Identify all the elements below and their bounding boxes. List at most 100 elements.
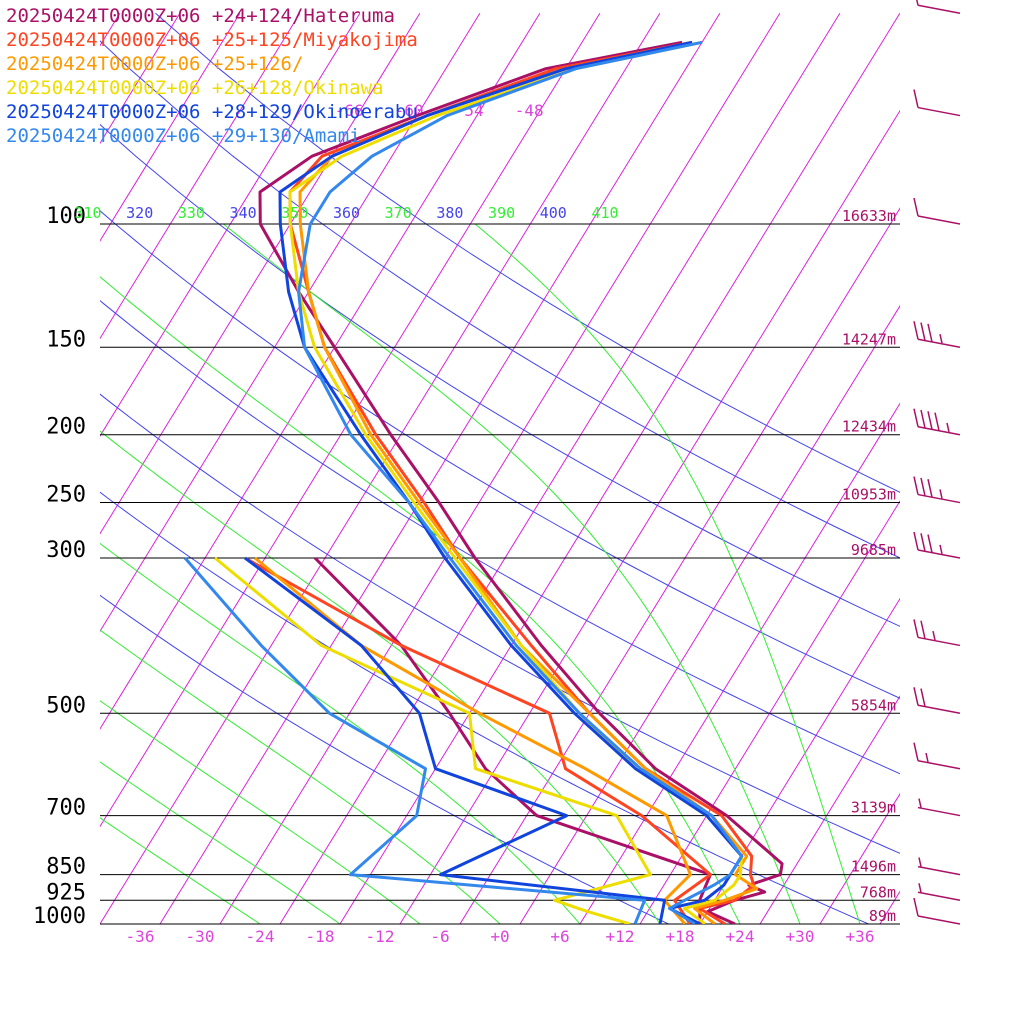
x-tick-label: +18 — [666, 927, 695, 946]
theta-label: 330 — [178, 204, 205, 222]
pressure-label: 100 — [46, 204, 86, 229]
isotherm-line — [159, 13, 721, 924]
height-label: 1496m — [851, 858, 896, 876]
x-tick-label: -18 — [306, 927, 335, 946]
isotherm-line — [100, 13, 361, 437]
x-tick-label: -6 — [430, 927, 449, 946]
temperature-profile-line — [298, 40, 759, 924]
x-tick-label: +30 — [786, 927, 815, 946]
theta-label: 390 — [488, 204, 515, 222]
wind-barb — [917, 883, 961, 902]
isotherm-line — [639, 500, 900, 924]
pressure-label: 850 — [46, 855, 86, 880]
height-label: 768m — [860, 883, 896, 901]
isotherm-line — [100, 13, 121, 47]
legend-item: 20250424T0000Z+06 +24+124/Hateruma — [6, 5, 395, 27]
sounding-series — [183, 40, 784, 924]
dewpoint-profile-line — [183, 557, 647, 924]
moist-adiabat-line — [100, 276, 741, 924]
x-tick-label: -30 — [186, 927, 215, 946]
height-label: 9685m — [851, 541, 896, 559]
pressure-label: 700 — [46, 796, 86, 821]
wind-barb — [913, 687, 961, 715]
x-tick-label: -24 — [246, 927, 275, 946]
temperature-profile-line — [278, 40, 744, 924]
wind-barb — [917, 798, 961, 817]
wind-barb — [917, 857, 961, 876]
temperature-profile-line — [288, 40, 756, 924]
theta-label: 310 — [74, 204, 101, 222]
theta-label: 340 — [230, 204, 257, 222]
legend-item: 20250424T0000Z+06 +25+125/Miyakojima — [6, 29, 418, 51]
isotherm-line — [100, 13, 301, 340]
theta-label: 400 — [540, 204, 567, 222]
isotherm-line — [399, 109, 900, 924]
wind-barb — [913, 476, 961, 504]
wind-barb — [913, 619, 961, 647]
theta-label: 350 — [281, 204, 308, 222]
x-tick-label: +12 — [606, 927, 635, 946]
pressure-label: 500 — [46, 693, 86, 718]
isotherm-line — [100, 13, 541, 730]
dry-adiabat-line — [100, 491, 869, 924]
height-label: 16633m — [842, 207, 896, 225]
wind-barb — [913, 531, 961, 559]
isotherm-line — [100, 13, 181, 145]
dewpoint-profile-line — [244, 556, 667, 924]
dry-adiabat-line — [100, 40, 900, 559]
moist-adiabat-line — [100, 817, 261, 924]
wind-barb — [913, 742, 961, 770]
isotherm-line — [759, 695, 900, 924]
legend-item: 20250424T0000Z+06 +28+129/Okinoerabu — [6, 101, 418, 123]
wind-barb — [916, 0, 961, 15]
dry-adiabat-line — [155, 12, 900, 493]
temperature-profile-line — [297, 40, 744, 924]
isotherm-line — [940, 13, 1024, 924]
wind-barb — [913, 321, 961, 349]
isotherm-line — [699, 597, 900, 924]
isotherm-line — [1000, 13, 1024, 924]
height-label: 5854m — [851, 696, 896, 714]
x-tick-label: -12 — [366, 927, 395, 946]
x-tick-label: +36 — [846, 927, 875, 946]
dewpoint-profile-line — [254, 556, 692, 924]
isotherm-line — [100, 13, 481, 633]
wind-barb — [913, 408, 961, 436]
pressure-label: 1000 — [33, 904, 86, 929]
dewpoint-profile-line — [244, 556, 712, 924]
height-label: 10953m — [842, 486, 896, 504]
x-tick-label: +24 — [726, 927, 755, 946]
pressure-label: 925 — [46, 880, 86, 905]
dry-adiabat-line — [100, 210, 900, 699]
legend: 20250424T0000Z+06 +24+124/Hateruma 202504… — [6, 4, 418, 148]
theta-label: 320 — [126, 204, 153, 222]
dry-adiabat-line — [100, 594, 669, 924]
isotherm-label: -66 — [335, 101, 364, 120]
height-label: 89m — [869, 907, 896, 925]
dry-adiabat-line — [100, 299, 900, 775]
isotherm-line — [100, 13, 241, 242]
isobar-lines — [100, 223, 900, 925]
temperature-profile-line — [288, 40, 744, 924]
pressure-label: 250 — [46, 483, 86, 508]
pressure-label: 150 — [46, 327, 86, 352]
height-label: 14247m — [842, 330, 896, 348]
isotherm-line — [279, 13, 841, 924]
pressure-label: 200 — [46, 415, 86, 440]
dewpoint-profile-line — [313, 556, 712, 924]
theta-label: 370 — [385, 204, 412, 222]
isotherm-line — [0, 13, 60, 924]
pressure-label: 300 — [46, 538, 86, 563]
legend-item: 20250424T0000Z+06 +25+126/ — [6, 53, 304, 75]
legend-item: 20250424T0000Z+06 +29+130/Amami — [6, 125, 361, 147]
isotherm-line — [339, 13, 900, 924]
x-tick-label: +0 — [490, 927, 509, 946]
wind-barbs — [913, 0, 961, 925]
x-tick-label: +6 — [550, 927, 569, 946]
isotherm-line — [219, 13, 781, 924]
temperature-profile-line — [258, 40, 784, 924]
dry-adiabat-line — [100, 393, 900, 854]
isotherm-line — [579, 402, 900, 924]
isotherm-lines — [0, 13, 1024, 924]
